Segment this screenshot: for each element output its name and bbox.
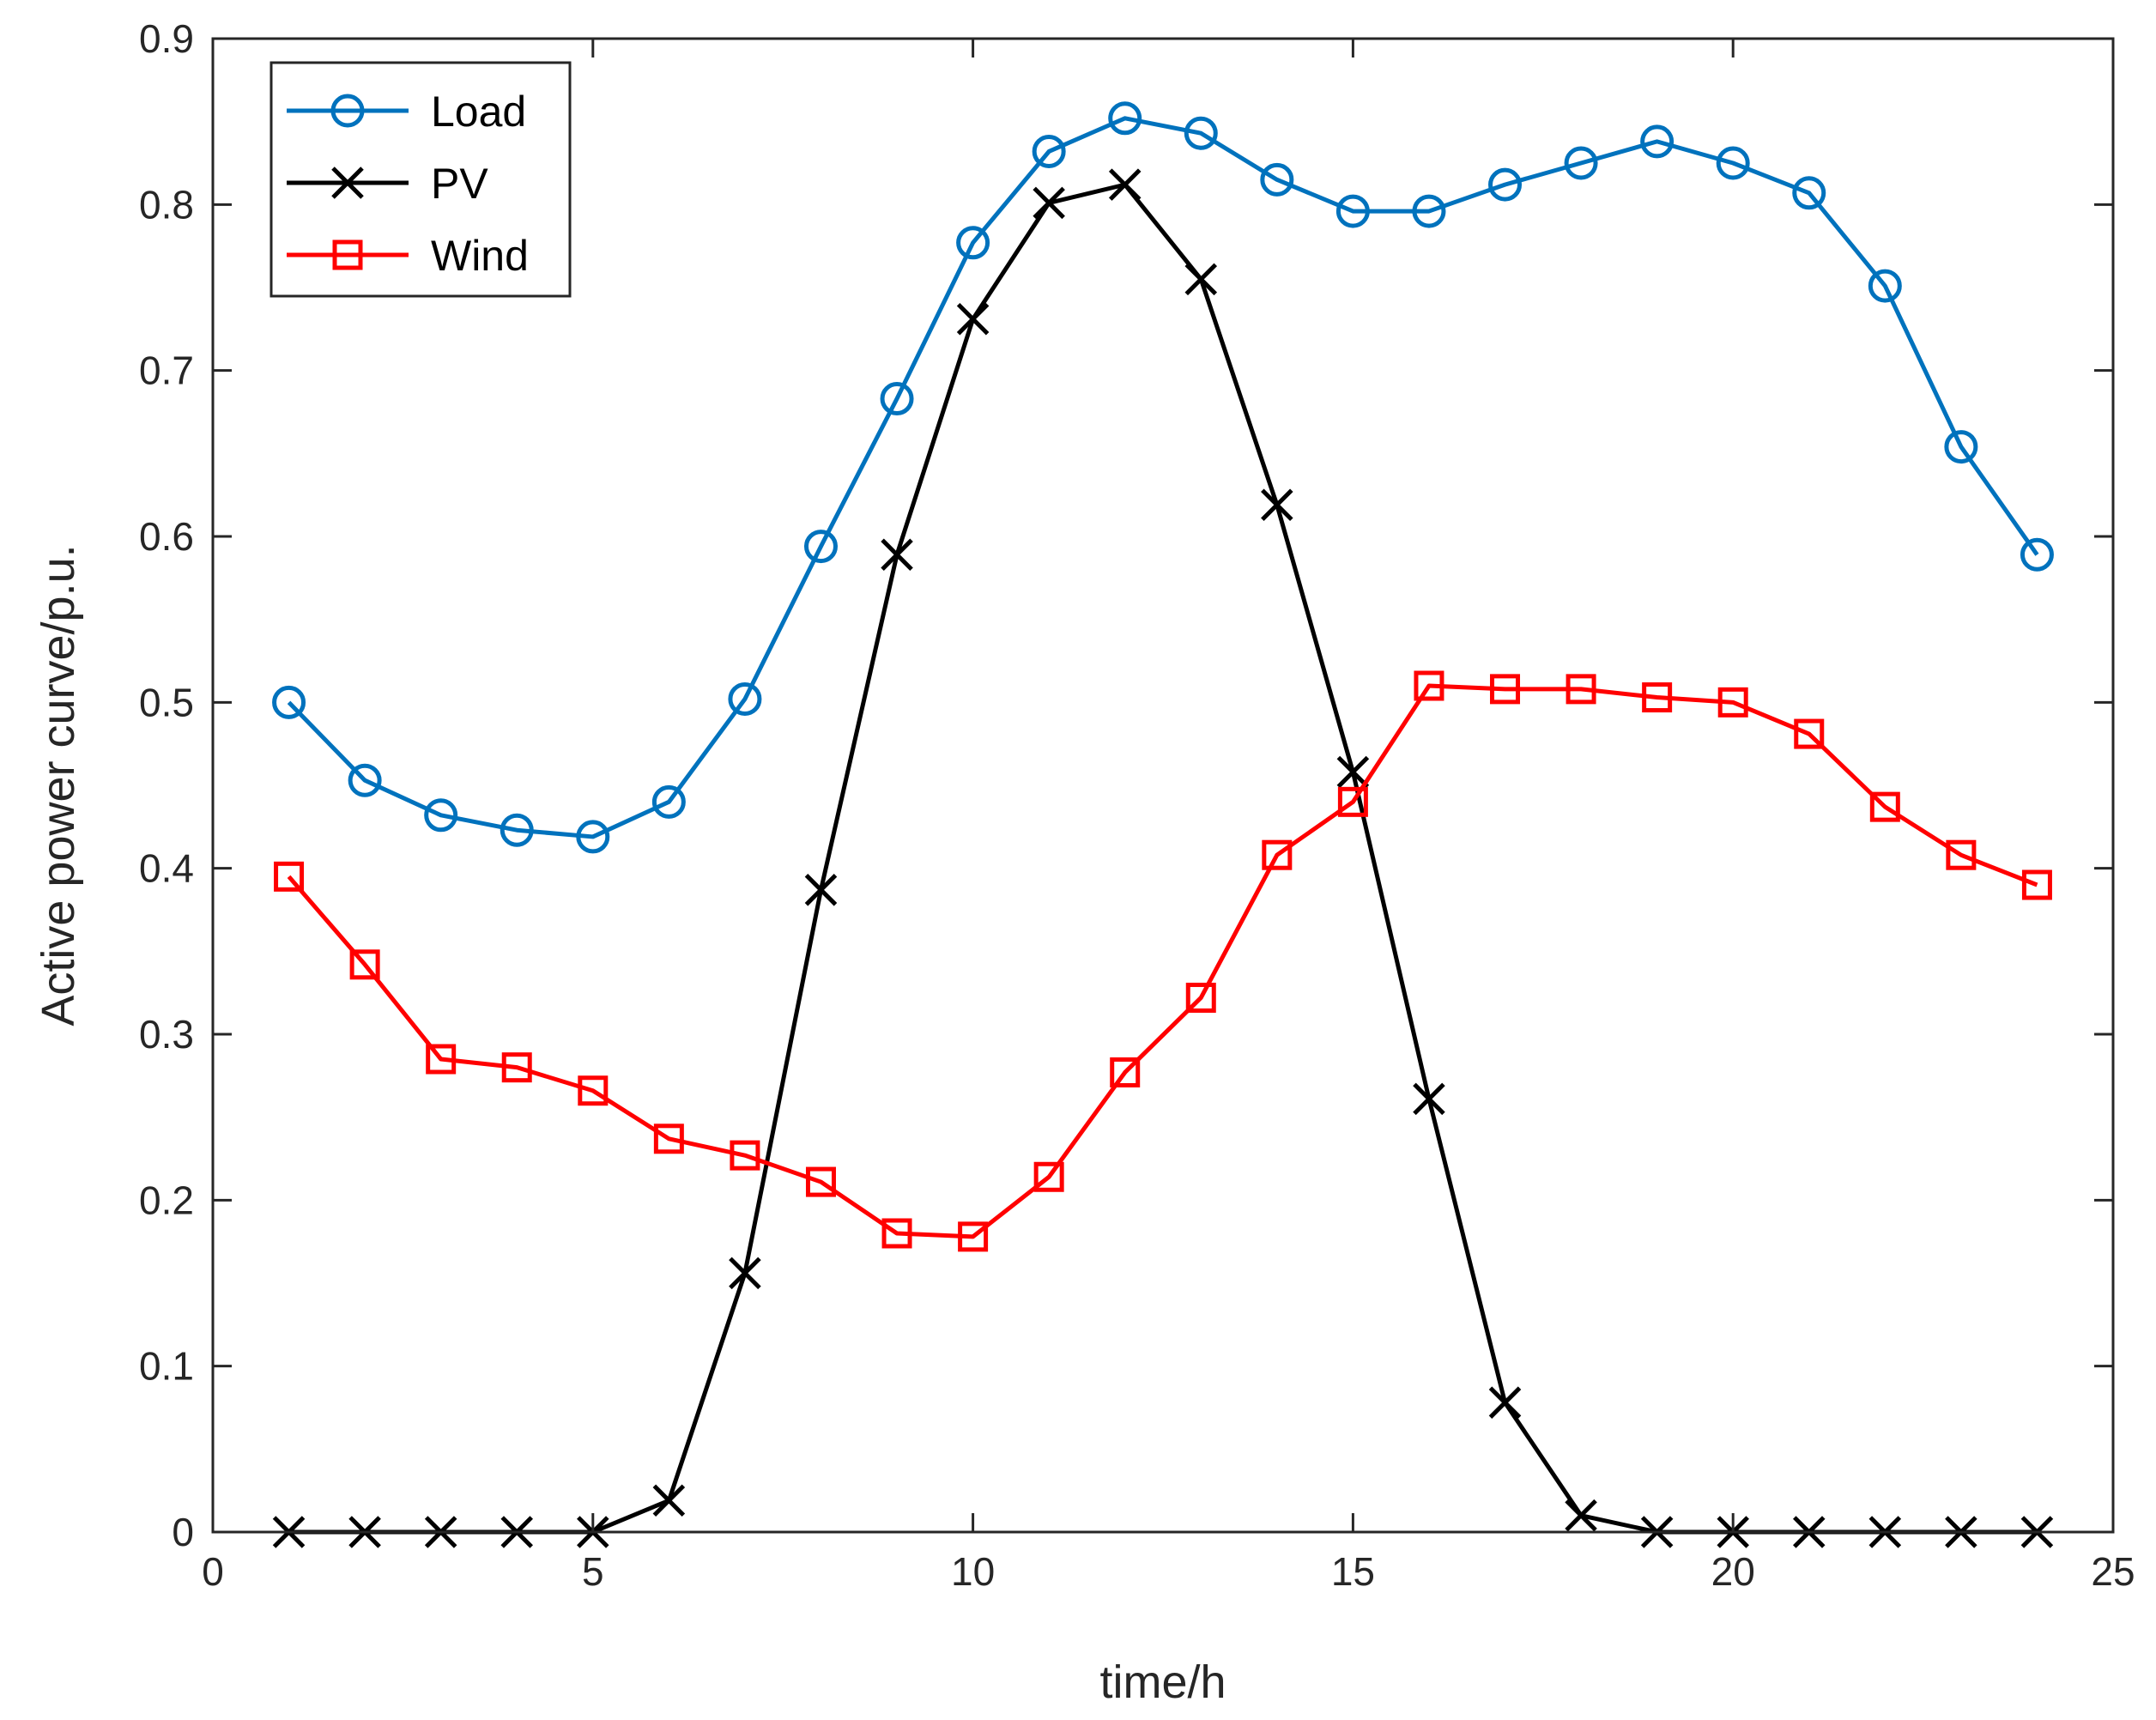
y-tick-label: 0.7: [139, 348, 194, 393]
legend: Load PV Wind: [270, 61, 572, 298]
x-tick-label: 10: [951, 1549, 995, 1594]
y-tick-label: 0.5: [139, 680, 194, 724]
pv-point: [1108, 168, 1142, 201]
legend-item-wind: Wind: [287, 232, 529, 280]
y-tick-label: 0.3: [139, 1012, 194, 1057]
load-point: [803, 530, 838, 564]
wind-point: [1566, 674, 1596, 705]
load-point: [1944, 430, 1978, 464]
legend-marker-pv: [331, 167, 364, 199]
wind-point: [2021, 869, 2052, 900]
wind-point: [1794, 718, 1825, 749]
legend-box: [270, 61, 572, 298]
wind-point: [501, 1052, 532, 1083]
load-point: [424, 798, 458, 833]
x-axis-title: time/h: [1099, 1656, 1226, 1708]
wind-point: [1642, 682, 1673, 713]
series-load: [272, 101, 2054, 854]
wind-point: [958, 1221, 989, 1252]
y-axis-title: Active power curve/p.u.: [33, 544, 84, 1026]
wind-point: [1337, 786, 1368, 817]
y-tick-label: 0.2: [139, 1178, 194, 1222]
load-point: [1488, 167, 1523, 202]
wind-point: [1414, 670, 1444, 701]
wind-point: [1490, 674, 1521, 705]
wind-point: [1185, 982, 1216, 1013]
pv-point: [956, 302, 990, 336]
load-point: [1335, 194, 1370, 228]
pv-point: [1565, 1499, 1597, 1532]
series-wind: [274, 670, 2052, 1252]
load-point: [348, 763, 382, 797]
y-tick-label: 0.9: [139, 16, 194, 61]
load-point: [1412, 194, 1446, 228]
load-point: [1564, 146, 1598, 180]
wind-point: [1717, 687, 1748, 718]
load-point: [1184, 116, 1218, 150]
wind-point: [578, 1075, 609, 1106]
load-point: [500, 813, 534, 847]
legend-label-load: Load: [431, 88, 526, 136]
load-point: [1792, 176, 1826, 210]
wind-point: [653, 1123, 684, 1154]
wind-point: [1946, 839, 1977, 870]
pv-point: [1184, 263, 1218, 296]
x-tick-label: 5: [582, 1549, 604, 1594]
legend-label-pv: PV: [431, 160, 488, 208]
wind-point: [1033, 1161, 1064, 1192]
y-tick-label: 0.4: [139, 846, 194, 891]
x-tick-label: 25: [2091, 1549, 2135, 1594]
load-point: [728, 681, 762, 716]
wind-point: [881, 1218, 912, 1249]
legend-marker-wind: [332, 239, 363, 270]
load-point: [2020, 537, 2054, 572]
axes: 0 5 10 15 20 25 0 0.1 0.2 0.3 0.4 0.5 0.6 0.7 0.8 0.9: [139, 16, 2135, 1594]
plot-frame: [211, 37, 2115, 1534]
load-point: [880, 382, 914, 416]
wind-point: [274, 861, 305, 892]
pv-point: [881, 538, 913, 572]
pv-point: [804, 874, 838, 906]
load-point: [576, 820, 610, 854]
load-point: [651, 784, 686, 819]
pv-point: [652, 1484, 686, 1517]
pv-point: [1488, 1386, 1522, 1419]
pv-point: [729, 1257, 761, 1290]
wind-point: [349, 949, 380, 980]
load-point: [1108, 101, 1142, 136]
wind-point: [805, 1166, 836, 1197]
wind-point: [730, 1140, 760, 1171]
load-point: [1716, 146, 1750, 180]
wind-point: [1262, 839, 1293, 870]
y-tick-label: 0.6: [139, 514, 194, 559]
pv-point: [1261, 488, 1293, 522]
load-point: [1868, 269, 1902, 303]
legend-item-pv: PV: [287, 160, 488, 208]
legend-item-load: Load: [287, 88, 526, 136]
wind-point: [426, 1044, 457, 1075]
x-tick-label: 15: [1331, 1549, 1375, 1594]
y-tick-label: 0.8: [139, 182, 194, 227]
load-point: [272, 685, 306, 719]
load-point: [1640, 124, 1675, 159]
x-tick-label: 0: [202, 1549, 224, 1594]
y-tick-label: 0: [172, 1510, 194, 1554]
load-point: [1032, 134, 1066, 168]
wind-point: [1110, 1057, 1141, 1087]
pv-point: [1336, 755, 1370, 789]
wind-point: [1869, 791, 1900, 822]
load-point: [1260, 162, 1294, 197]
pv-point: [1413, 1082, 1445, 1116]
x-tick-label: 20: [1711, 1549, 1755, 1594]
load-point: [956, 226, 990, 260]
legend-label-wind: Wind: [431, 232, 529, 280]
pv-point: [1033, 186, 1065, 220]
y-tick-label: 0.1: [139, 1344, 194, 1389]
legend-marker-load: [330, 94, 365, 128]
